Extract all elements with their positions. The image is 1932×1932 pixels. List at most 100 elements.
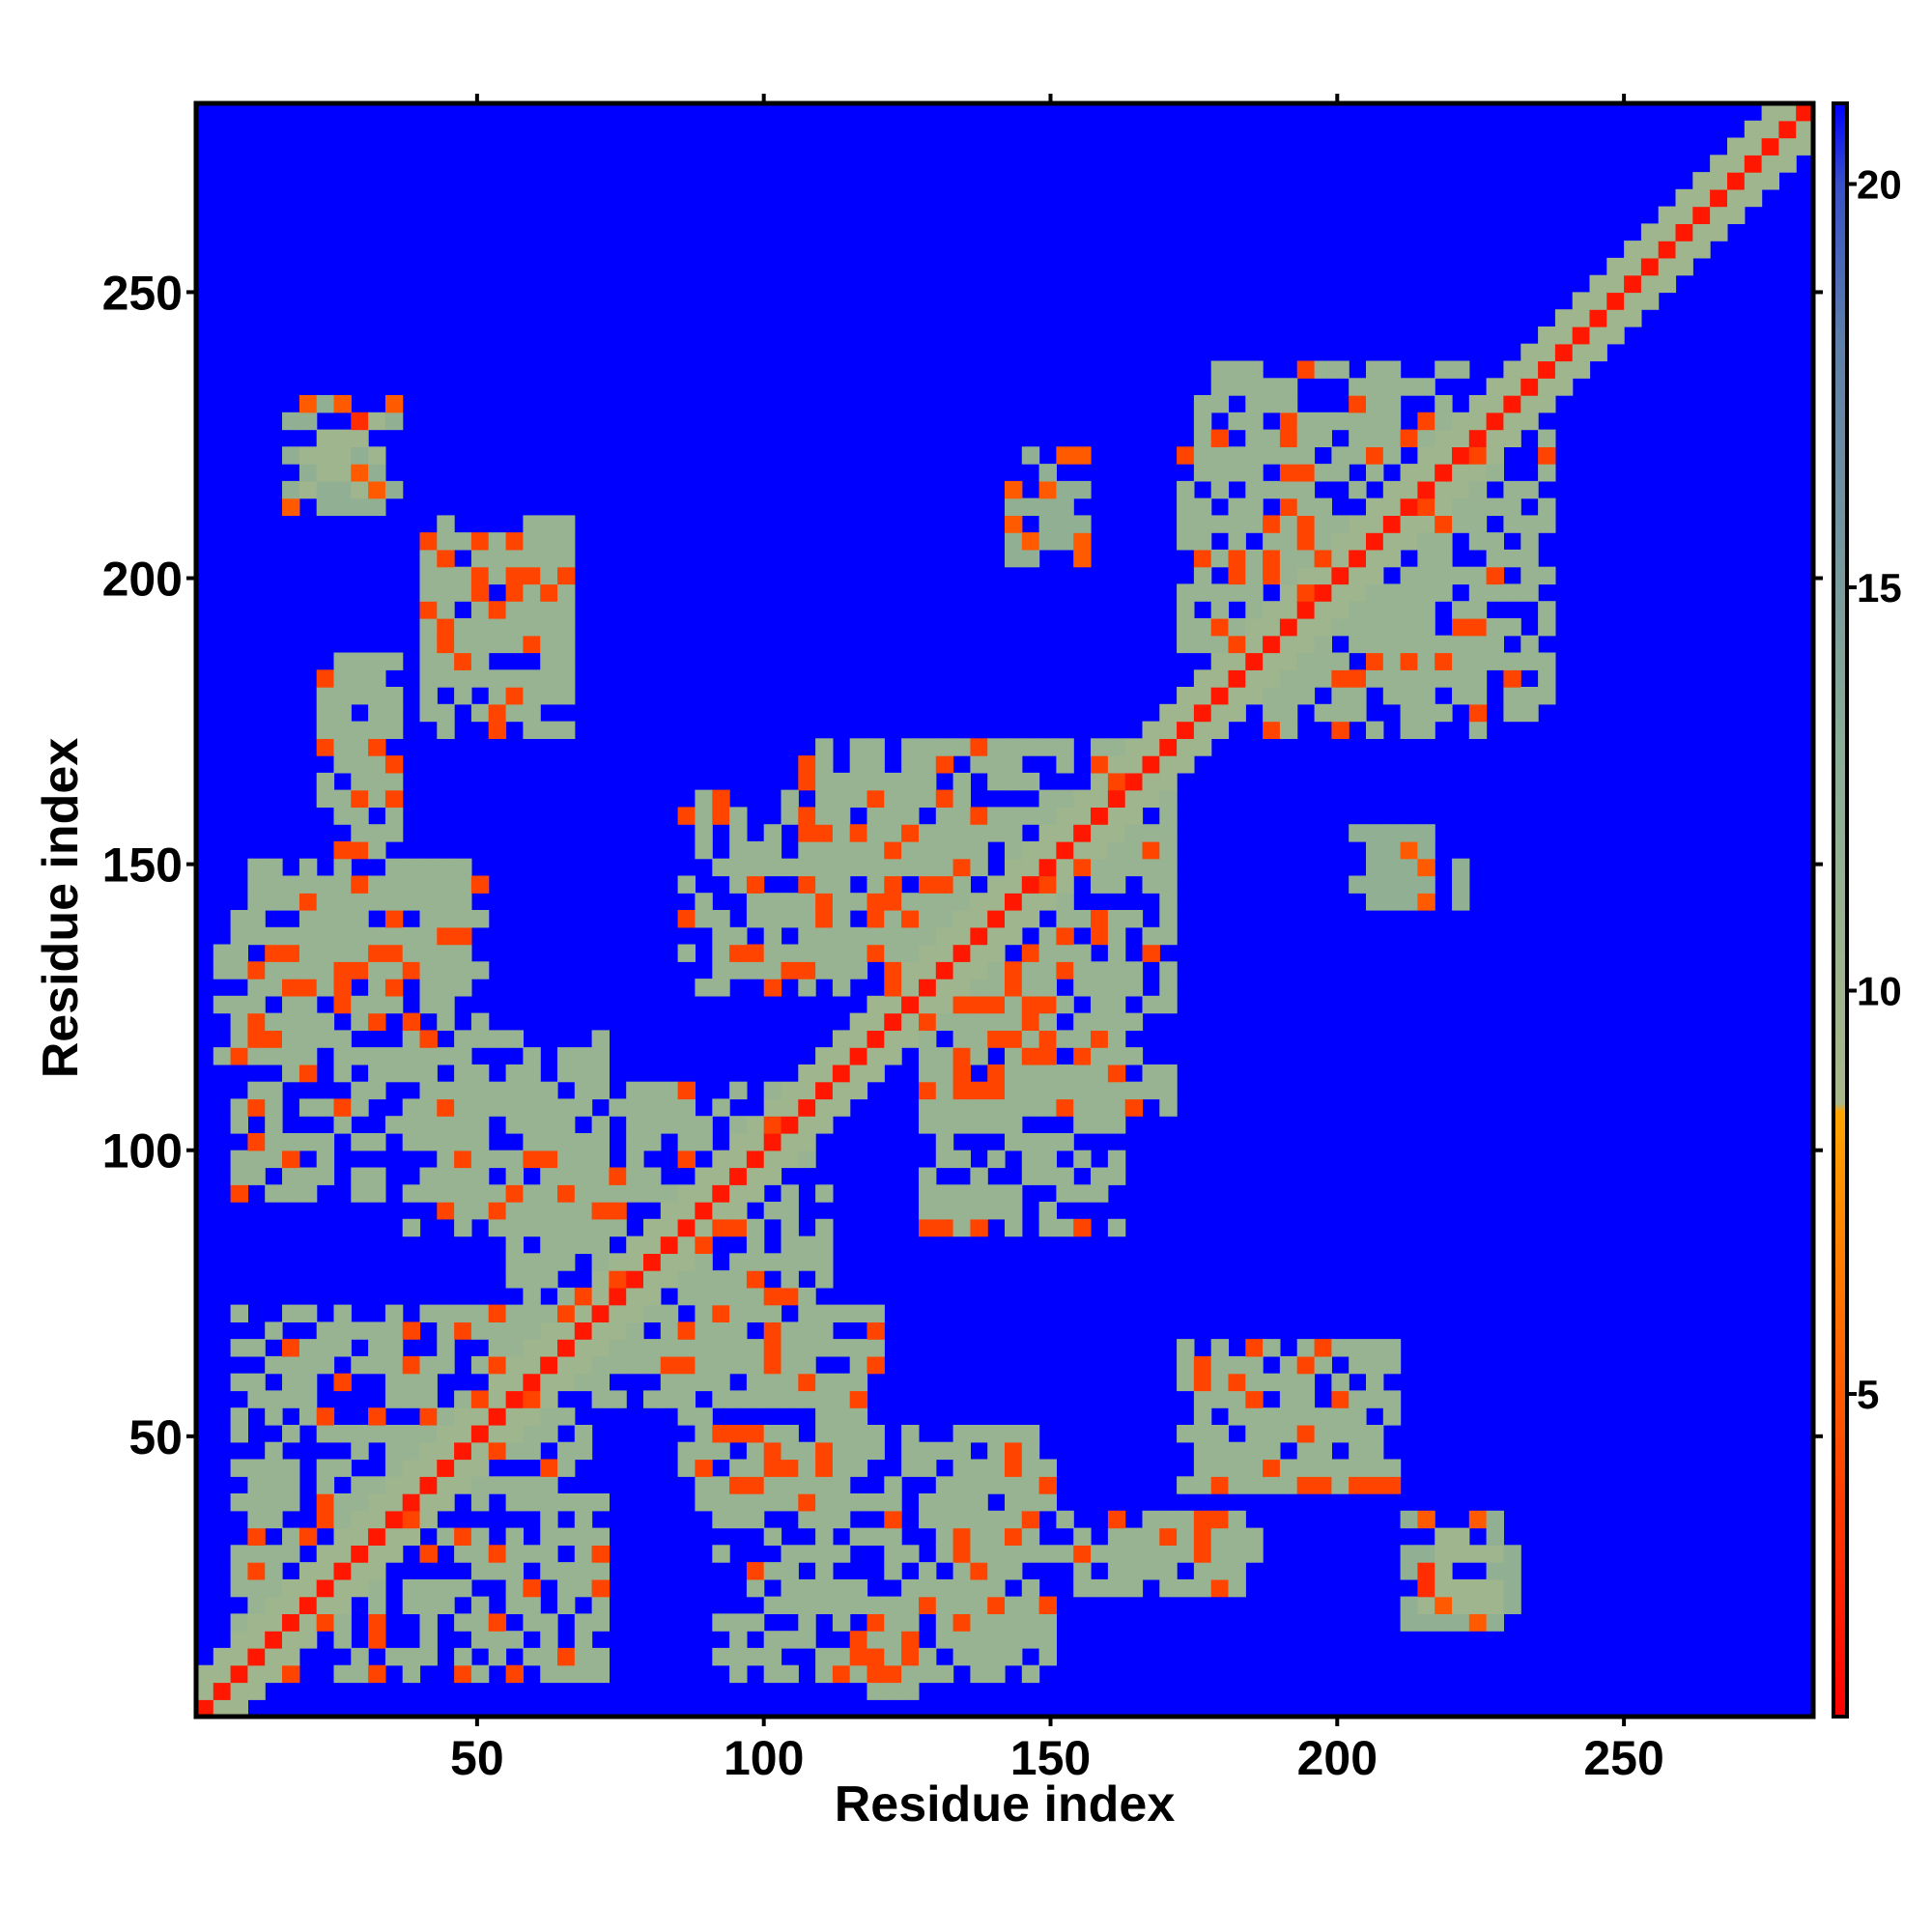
heatmap-cell [247, 1647, 266, 1666]
heatmap-cell [970, 1098, 988, 1117]
heatmap-cell [677, 1339, 696, 1357]
heatmap-cell [574, 1081, 593, 1100]
heatmap-cell [798, 1339, 816, 1357]
heatmap-cell [333, 687, 352, 705]
heatmap-cell [1021, 1631, 1040, 1649]
heatmap-cell [935, 1064, 954, 1083]
heatmap-cell [351, 1578, 369, 1598]
heatmap-cell [1107, 1030, 1126, 1048]
heatmap-cell [523, 1355, 541, 1375]
heatmap-cell [298, 1030, 318, 1048]
heatmap-cell [247, 1476, 266, 1494]
heatmap-cell [781, 1664, 799, 1684]
heatmap-cell [1073, 1116, 1092, 1134]
heatmap-cell [1296, 669, 1316, 688]
heatmap-cell [368, 824, 386, 842]
heatmap-cell [1056, 1184, 1074, 1203]
heatmap-cell [626, 1116, 644, 1134]
heatmap-cell [1400, 893, 1418, 911]
heatmap-cell [832, 1596, 851, 1614]
heatmap-cell [1056, 926, 1074, 946]
heatmap-cell [316, 1167, 335, 1185]
heatmap-cell [1675, 206, 1693, 224]
heatmap-cell [1296, 532, 1316, 551]
heatmap-cell [1107, 1578, 1126, 1598]
heatmap-cell [298, 1596, 318, 1614]
heatmap-cell [781, 1116, 799, 1134]
heatmap-cell [1400, 1596, 1418, 1614]
heatmap-cell [368, 789, 386, 808]
heatmap-cell [952, 1527, 971, 1546]
heatmap-cell [470, 549, 490, 568]
heatmap-cell [919, 1441, 937, 1461]
heatmap-cell [437, 1407, 455, 1426]
heatmap-cell [437, 910, 455, 928]
heatmap-cell [351, 1647, 369, 1666]
heatmap-cell [1193, 497, 1212, 516]
heatmap-cell [384, 1339, 404, 1357]
heatmap-cell [368, 1493, 386, 1512]
heatmap-cell [505, 1081, 524, 1100]
heatmap-cell [952, 893, 971, 911]
heatmap-cell [557, 1373, 576, 1392]
heatmap-cell [574, 1184, 593, 1203]
heatmap-cell [419, 1116, 438, 1134]
heatmap-cell [1228, 549, 1246, 568]
heatmap-cell [282, 1012, 300, 1031]
heatmap-cell [540, 635, 558, 654]
heatmap-cell [402, 1012, 421, 1031]
heatmap-cell [1400, 618, 1418, 637]
heatmap-cell [901, 893, 920, 911]
heatmap-cell [1263, 515, 1281, 533]
heatmap-cell [437, 1527, 455, 1546]
heatmap-cell [333, 480, 352, 499]
heatmap-cell [952, 1098, 971, 1117]
heatmap-cell [230, 1047, 248, 1065]
heatmap-cell [402, 893, 421, 911]
heatmap-cell [1382, 1459, 1402, 1477]
heatmap-cell [1314, 360, 1332, 379]
heatmap-cell [419, 1390, 438, 1408]
heatmap-cell [1452, 893, 1470, 911]
heatmap-cell [919, 1202, 937, 1220]
heatmap-cell [1038, 1647, 1057, 1666]
heatmap-cell [1400, 515, 1418, 533]
heatmap-cell [384, 1047, 404, 1065]
heatmap-cell [437, 875, 455, 894]
heatmap-cell [1349, 446, 1367, 465]
heatmap-cell [1245, 1425, 1264, 1443]
heatmap-cell [1245, 446, 1264, 465]
heatmap-cell [1503, 378, 1521, 396]
heatmap-cell [1193, 1407, 1212, 1426]
heatmap-cell [1038, 464, 1057, 482]
heatmap-cell [1056, 446, 1074, 465]
heatmap-cell [1279, 1425, 1298, 1443]
heatmap-cell [1624, 292, 1642, 310]
heatmap-cell [815, 1373, 834, 1392]
heatmap-cell [660, 1270, 679, 1289]
heatmap-cell [454, 1133, 472, 1151]
heatmap-cell [952, 1476, 971, 1494]
heatmap-cell [1279, 1476, 1298, 1494]
heatmap-cell [832, 1613, 851, 1632]
heatmap-cell [1640, 223, 1660, 242]
heatmap-cell [454, 1202, 472, 1220]
heatmap-cell [660, 1390, 679, 1408]
heatmap-cell [1124, 824, 1144, 842]
heatmap-cell [1228, 1578, 1246, 1598]
heatmap-cell [298, 858, 318, 877]
heatmap-cell [849, 1493, 868, 1512]
heatmap-cell [1366, 1390, 1384, 1408]
heatmap-cell [230, 1545, 248, 1563]
heatmap-cell [247, 1167, 266, 1185]
heatmap-cell [574, 1339, 593, 1357]
heatmap-cell [798, 1355, 816, 1375]
heatmap-cell [935, 1613, 954, 1632]
heatmap-cell [1589, 327, 1607, 345]
heatmap-cell [282, 961, 300, 980]
heatmap-cell [952, 1545, 971, 1563]
heatmap-cell [987, 738, 1006, 756]
heatmap-cell [1382, 893, 1402, 911]
heatmap-cell [505, 1373, 524, 1392]
heatmap-cell [1279, 687, 1298, 705]
